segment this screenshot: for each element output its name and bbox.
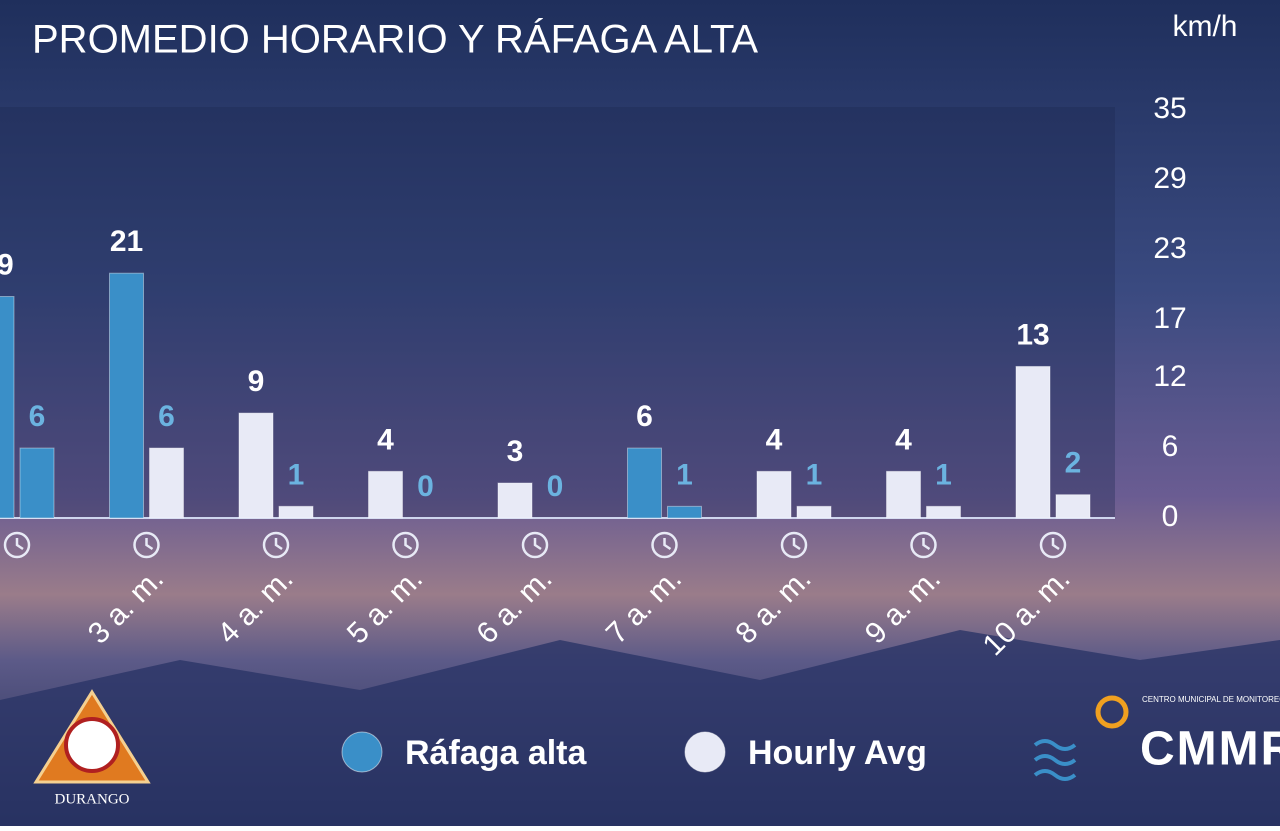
logo-seal	[64, 717, 120, 773]
bar	[886, 470, 921, 519]
clock-hands	[533, 538, 542, 551]
clock-icon	[133, 531, 160, 559]
clock-hands	[404, 538, 413, 551]
clock-icon	[910, 531, 937, 559]
data-label: 6	[636, 400, 653, 433]
y-tick-label: 0	[1162, 500, 1179, 533]
data-label: 4	[377, 423, 394, 456]
logo-waves	[1033, 739, 1077, 781]
clock-hands	[663, 538, 672, 551]
y-tick-label: 29	[1153, 162, 1186, 195]
data-label: 1	[806, 458, 823, 491]
y-tick-label: 12	[1153, 360, 1186, 393]
bar	[627, 447, 662, 519]
data-label: 1	[288, 458, 305, 491]
clock-hands	[145, 538, 154, 551]
bar	[796, 505, 832, 519]
clock-hands	[15, 538, 24, 551]
data-label: 1	[935, 458, 952, 491]
legend-swatch	[341, 731, 383, 773]
legend-swatch	[684, 731, 726, 773]
logo-caption: CENTRO MUNICIPAL DE MONITOREO DE RIESGO	[1142, 695, 1280, 704]
data-label: 4	[895, 423, 912, 456]
data-label: 0	[547, 470, 564, 503]
data-label: 1	[676, 458, 693, 491]
bar	[278, 505, 314, 519]
data-label: 6	[29, 400, 46, 433]
bar	[1055, 494, 1091, 519]
mountains	[0, 630, 1280, 826]
clock-icon	[780, 531, 808, 559]
clock-icon	[521, 531, 549, 559]
data-label: 0	[417, 470, 434, 503]
clock-icon	[1039, 531, 1067, 559]
bar	[19, 447, 55, 519]
clock-hands	[792, 538, 801, 551]
bar	[149, 447, 184, 519]
clock-icon	[3, 531, 31, 559]
bar	[109, 272, 144, 519]
data-label: 9	[248, 365, 265, 398]
data-label: 21	[110, 225, 143, 258]
data-label: 3	[507, 435, 524, 468]
logo-sun	[1095, 695, 1129, 729]
data-label: 19	[0, 248, 14, 281]
bar	[926, 505, 961, 519]
data-label: 6	[158, 400, 175, 433]
y-tick-label: 17	[1153, 302, 1186, 335]
bar	[368, 470, 403, 519]
y-unit: km/h	[1172, 10, 1237, 43]
y-tick-label: 35	[1153, 92, 1186, 125]
logo-text: DURANGO	[55, 791, 130, 807]
y-tick-label: 6	[1162, 430, 1179, 463]
data-label: 2	[1065, 447, 1082, 480]
logo-text: CMMR	[1140, 723, 1280, 776]
y-tick-label: 23	[1153, 232, 1186, 265]
right-logo: CENTRO MUNICIPAL DE MONITOREO DE RIESGO …	[1033, 695, 1280, 781]
bar	[667, 505, 702, 519]
bar	[1015, 365, 1051, 519]
bar	[238, 412, 274, 519]
data-label: 4	[766, 423, 783, 456]
chart-title: PROMEDIO HORARIO Y RÁFAGA ALTA	[32, 17, 758, 62]
left-logo: DURANGO	[33, 689, 151, 807]
clock-hands	[1051, 538, 1060, 551]
clock-icon	[262, 531, 290, 559]
data-label: 13	[1016, 318, 1049, 351]
clock-icon	[651, 531, 678, 559]
clock-icon	[392, 531, 419, 559]
legend-label: Ráfaga alta	[405, 734, 587, 772]
legend-label: Hourly Avg	[748, 734, 927, 772]
clock-hands	[922, 538, 931, 551]
clock-hands	[274, 538, 283, 551]
bar	[0, 296, 15, 519]
bar	[756, 470, 792, 519]
plot-area	[0, 107, 1115, 518]
bar	[497, 482, 533, 519]
